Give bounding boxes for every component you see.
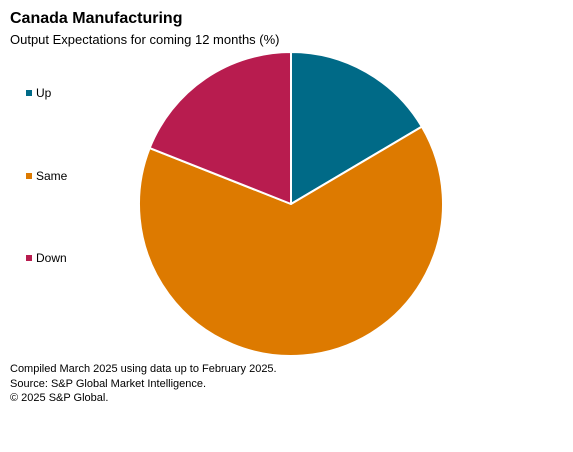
legend-label-down: Down	[36, 251, 67, 265]
legend-label-up: Up	[36, 86, 52, 100]
chart-subtitle: Output Expectations for coming 12 months…	[10, 32, 280, 47]
footer: Compiled March 2025 using data up to Feb…	[10, 362, 277, 406]
pie-slice-down	[148, 51, 292, 205]
chart-title: Canada Manufacturing	[10, 10, 183, 27]
legend-swatch-down	[26, 255, 32, 261]
legend-item-up: Up	[26, 86, 51, 100]
footer-source: Source: S&P Global Market Intelligence.	[10, 377, 207, 390]
footer-compiled-note: Compiled March 2025 using data up to Feb…	[10, 363, 277, 375]
legend-swatch-same	[26, 173, 32, 179]
pie-slice-same	[138, 125, 444, 357]
legend-item-same: Same	[26, 169, 67, 183]
legend-item-down: Down	[26, 251, 67, 265]
footer-copyright: © 2025 S&P Global.	[10, 392, 109, 404]
legend-label-same: Same	[36, 169, 68, 183]
legend-swatch-up	[26, 90, 32, 96]
pie-slice-up	[290, 51, 423, 205]
